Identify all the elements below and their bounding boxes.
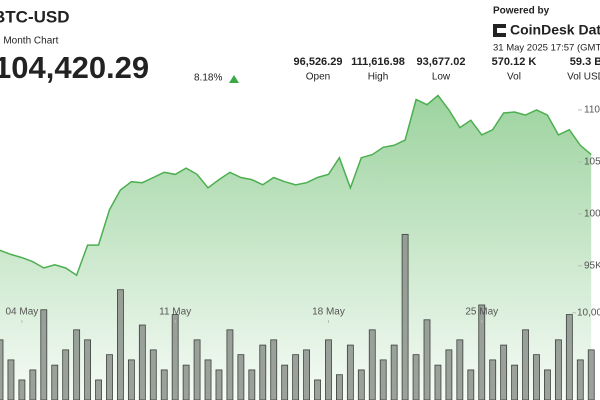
volume-bar	[292, 354, 300, 400]
volume-bar	[29, 369, 37, 400]
volume-bar	[182, 364, 190, 400]
price: 104,420.29	[0, 50, 149, 85]
volume-bar	[533, 354, 540, 400]
stat-value: 111,616.98	[351, 56, 405, 68]
x-tick-label: 04 May	[5, 307, 38, 318]
volume-bar	[423, 319, 431, 400]
plot: 95K 100K 105K 110K 10,000 04 May 11 May 18 May 2…	[0, 94, 600, 400]
stat-label: Open	[306, 72, 330, 83]
stats: 96,526.29 Open 111,616.98 High 93,677.02 Low 5…	[294, 56, 600, 83]
volume-bar	[259, 344, 267, 400]
volume-bar	[171, 314, 179, 400]
volume-bar	[478, 304, 486, 400]
stat-value: 570.12 K	[492, 56, 537, 68]
stat-label: Vol	[507, 72, 521, 83]
stat-label: High	[368, 72, 389, 83]
volume-bar	[434, 364, 442, 400]
volume-bar	[117, 289, 124, 400]
volume-bar	[489, 359, 497, 400]
volume-bar	[544, 369, 551, 400]
volume-bar	[587, 349, 595, 400]
volume-bar	[7, 359, 15, 400]
volume-bar	[281, 364, 289, 400]
powered-by: Powered by	[493, 6, 550, 17]
change: 8.18%	[194, 73, 222, 84]
y2-tick-label: 10,000	[577, 307, 600, 318]
volume-bar	[106, 354, 113, 400]
volume-bar	[368, 329, 376, 400]
y-tick-label: 110K	[584, 105, 600, 116]
brand-name: CoinDesk Data	[510, 22, 600, 38]
volume-bar	[193, 339, 201, 400]
price-line	[0, 94, 592, 277]
stat-label: Low	[432, 72, 451, 83]
volume-bar	[336, 374, 343, 400]
volume-bar	[18, 379, 26, 400]
subtitle: 1 Month Chart	[0, 36, 59, 47]
volume-bar	[565, 314, 573, 400]
volume-bar	[412, 354, 420, 400]
volume-bar	[357, 369, 365, 400]
volume-bar	[467, 369, 475, 400]
price-area	[0, 95, 592, 400]
volume-bar	[204, 359, 212, 400]
volume-bar	[314, 379, 321, 400]
volume-bar	[270, 339, 278, 400]
volume-bar	[456, 339, 464, 400]
stat-label: Vol USD	[567, 72, 600, 83]
volume-bar	[51, 364, 59, 400]
logo-cut	[497, 28, 506, 33]
volume-bar	[576, 359, 584, 400]
volume-bar	[95, 379, 102, 400]
volume-bar	[149, 349, 157, 400]
volume-bar	[500, 344, 508, 400]
volume-bar	[215, 369, 223, 400]
volume-bar	[511, 364, 519, 400]
volume-bar	[84, 339, 92, 400]
volume-bar	[401, 233, 409, 400]
volume-bar	[522, 329, 529, 400]
up-arrow	[229, 75, 239, 83]
volume-bar	[325, 339, 332, 400]
volume-bar	[0, 339, 4, 400]
volume-bar	[346, 344, 354, 400]
volume-bar	[303, 349, 310, 400]
volume-bar	[379, 359, 387, 400]
y-tick-label: 105K	[584, 157, 600, 168]
volume-bar	[445, 349, 453, 400]
volume-bar	[248, 369, 256, 400]
stat-value: 59.3 B	[570, 56, 600, 68]
y-tick-label: 100K	[584, 209, 600, 220]
volume-bar	[554, 339, 562, 400]
volume-bar	[138, 324, 146, 400]
volume-bar	[73, 329, 81, 400]
volume-bar	[390, 344, 398, 400]
volume-bar	[62, 349, 70, 400]
volume-bar	[127, 359, 135, 400]
x-tick-label: 18 May	[312, 307, 345, 318]
x-tick-label: 11 May	[159, 307, 191, 318]
volume-bar	[237, 354, 245, 400]
stat-value: 96,526.29	[294, 56, 343, 68]
volume-bar	[226, 329, 234, 400]
title: BTC-USD	[0, 7, 70, 26]
stat-value: 93,677.02	[417, 56, 466, 68]
x-tick-label: 25 May	[465, 307, 498, 318]
volume-bar	[160, 369, 168, 400]
volume-bar	[40, 309, 48, 400]
timestamp: 31 May 2025 17:57 (GMT)	[493, 43, 600, 54]
y-tick-label: 95K	[584, 261, 600, 272]
